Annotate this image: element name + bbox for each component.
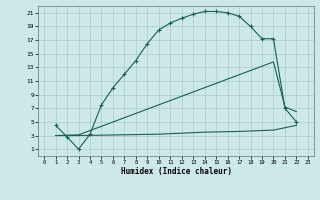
X-axis label: Humidex (Indice chaleur): Humidex (Indice chaleur) (121, 167, 231, 176)
